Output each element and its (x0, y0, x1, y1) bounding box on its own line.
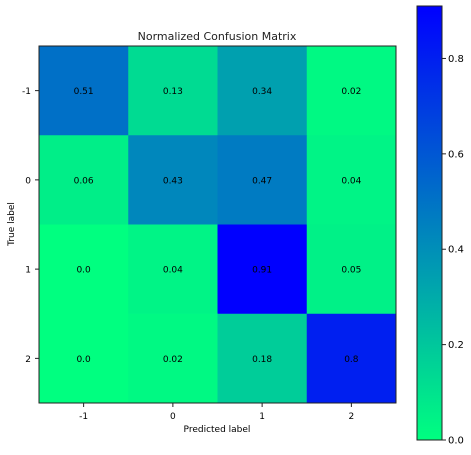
y-axis-ticks: -1 0 1 2 (22, 87, 39, 365)
x-tick-label: 2 (349, 412, 355, 422)
colorbar-tick-label: 0.4 (448, 245, 464, 256)
heatmap-cells: 0.51 0.13 0.34 0.02 0.06 0.43 0.47 0.04 0.0 0.04 0… (39, 46, 397, 404)
cell-value-label: 0.34 (252, 87, 272, 97)
colorbar-tick-label: 0.2 (448, 340, 464, 351)
cell-value-label: 0.0 (76, 355, 91, 365)
cell-value-label: 0.02 (163, 355, 183, 365)
cell-value-label: 0.51 (74, 87, 94, 97)
cell-value-label: 0.06 (74, 176, 94, 186)
x-tick-label: 0 (170, 412, 176, 422)
y-tick-label: 2 (25, 355, 31, 365)
plot-frame (38, 45, 397, 404)
cell-value-label: 0.0 (76, 266, 91, 276)
cell-value-label: 0.04 (341, 176, 361, 186)
heatmap-cell (128, 224, 218, 315)
colorbar (416, 5, 443, 441)
cell-value-label: 0.04 (163, 266, 183, 276)
heatmap-cell (306, 313, 397, 404)
colorbar-ticks: 0.0 0.2 0.4 0.6 0.8 (442, 54, 464, 447)
heatmap-cell (128, 135, 218, 225)
x-axis-label: Predicted label (184, 425, 251, 435)
heatmap-cell (39, 313, 129, 404)
y-tick-label: 0 (25, 176, 31, 186)
heatmap-cell (39, 135, 129, 225)
cell-value-label: 0.02 (341, 87, 361, 97)
heatmap-cell (128, 46, 218, 136)
heatmap-cell (306, 46, 397, 136)
y-axis-label: True label (7, 202, 17, 247)
x-tick-label: 1 (259, 412, 265, 422)
colorbar-tick-label: 0.8 (448, 54, 464, 65)
y-tick-label: -1 (22, 87, 31, 97)
x-axis-ticks: -1 0 1 2 (79, 403, 354, 422)
cell-value-label: 0.43 (163, 176, 183, 186)
cell-value-label: 0.18 (252, 355, 272, 365)
colorbar-tick-label: 0.6 (448, 149, 464, 160)
heatmap-cell (217, 313, 308, 404)
heatmap-cell (39, 46, 129, 136)
heatmap-cell (217, 224, 308, 315)
heatmap-cell (306, 224, 397, 315)
heatmap-cell (306, 135, 397, 225)
cell-value-label: 0.47 (252, 176, 272, 186)
chart-title: Normalized Confusion Matrix (138, 30, 297, 43)
heatmap-cell (217, 135, 308, 225)
heatmap-cell (39, 224, 129, 315)
cell-value-label: 0.13 (163, 87, 183, 97)
cell-value-label: 0.05 (341, 266, 361, 276)
cell-value-label: 0.8 (344, 355, 359, 365)
heatmap-cell (128, 313, 218, 404)
x-tick-label: -1 (79, 412, 88, 422)
y-tick-label: 1 (25, 266, 31, 276)
heatmap-cell (217, 46, 308, 136)
cell-value-label: 0.91 (252, 266, 272, 276)
colorbar-tick-label: 0.0 (448, 436, 464, 447)
